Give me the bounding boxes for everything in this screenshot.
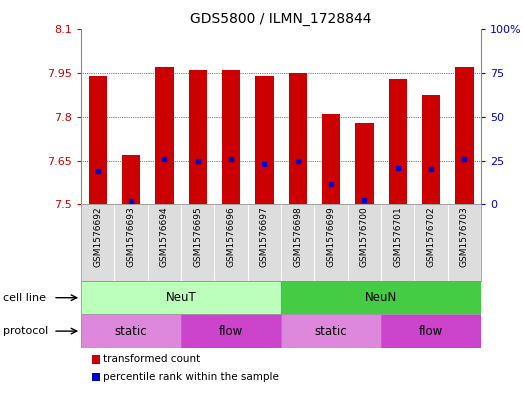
Text: GSM1576703: GSM1576703 (460, 207, 469, 267)
Text: NeuT: NeuT (166, 291, 197, 304)
Text: GSM1576694: GSM1576694 (160, 207, 169, 267)
Text: flow: flow (419, 325, 444, 338)
Bar (222, 70, 240, 204)
Bar (322, 114, 340, 204)
Text: cell line: cell line (3, 293, 46, 303)
Text: static: static (115, 325, 147, 338)
Text: NeuN: NeuN (365, 291, 397, 304)
Bar (81, 314, 181, 348)
Bar (281, 314, 381, 348)
Bar (155, 67, 174, 204)
Text: GSM1576696: GSM1576696 (226, 207, 235, 267)
Bar (281, 281, 481, 314)
Bar (255, 76, 274, 204)
Bar (389, 79, 407, 204)
Text: GSM1576692: GSM1576692 (93, 207, 102, 267)
Text: GSM1576701: GSM1576701 (393, 207, 402, 267)
Bar (122, 155, 140, 204)
Text: GSM1576698: GSM1576698 (293, 207, 302, 267)
Text: flow: flow (219, 325, 243, 338)
Text: GSM1576699: GSM1576699 (327, 207, 336, 267)
Bar (189, 70, 207, 204)
Text: GSM1576700: GSM1576700 (360, 207, 369, 267)
Bar (422, 95, 440, 204)
Bar (289, 73, 307, 204)
Bar (88, 76, 107, 204)
Text: GSM1576697: GSM1576697 (260, 207, 269, 267)
Title: GDS5800 / ILMN_1728844: GDS5800 / ILMN_1728844 (190, 12, 372, 26)
Text: transformed count: transformed count (103, 354, 200, 364)
Text: protocol: protocol (3, 326, 48, 336)
Bar (181, 314, 281, 348)
Bar (381, 314, 481, 348)
Bar (456, 67, 474, 204)
Text: percentile rank within the sample: percentile rank within the sample (103, 372, 279, 382)
Text: GSM1576702: GSM1576702 (427, 207, 436, 267)
Text: GSM1576695: GSM1576695 (194, 207, 202, 267)
Text: GSM1576693: GSM1576693 (127, 207, 135, 267)
Bar (81, 281, 281, 314)
Text: static: static (315, 325, 347, 338)
Bar (355, 123, 373, 204)
